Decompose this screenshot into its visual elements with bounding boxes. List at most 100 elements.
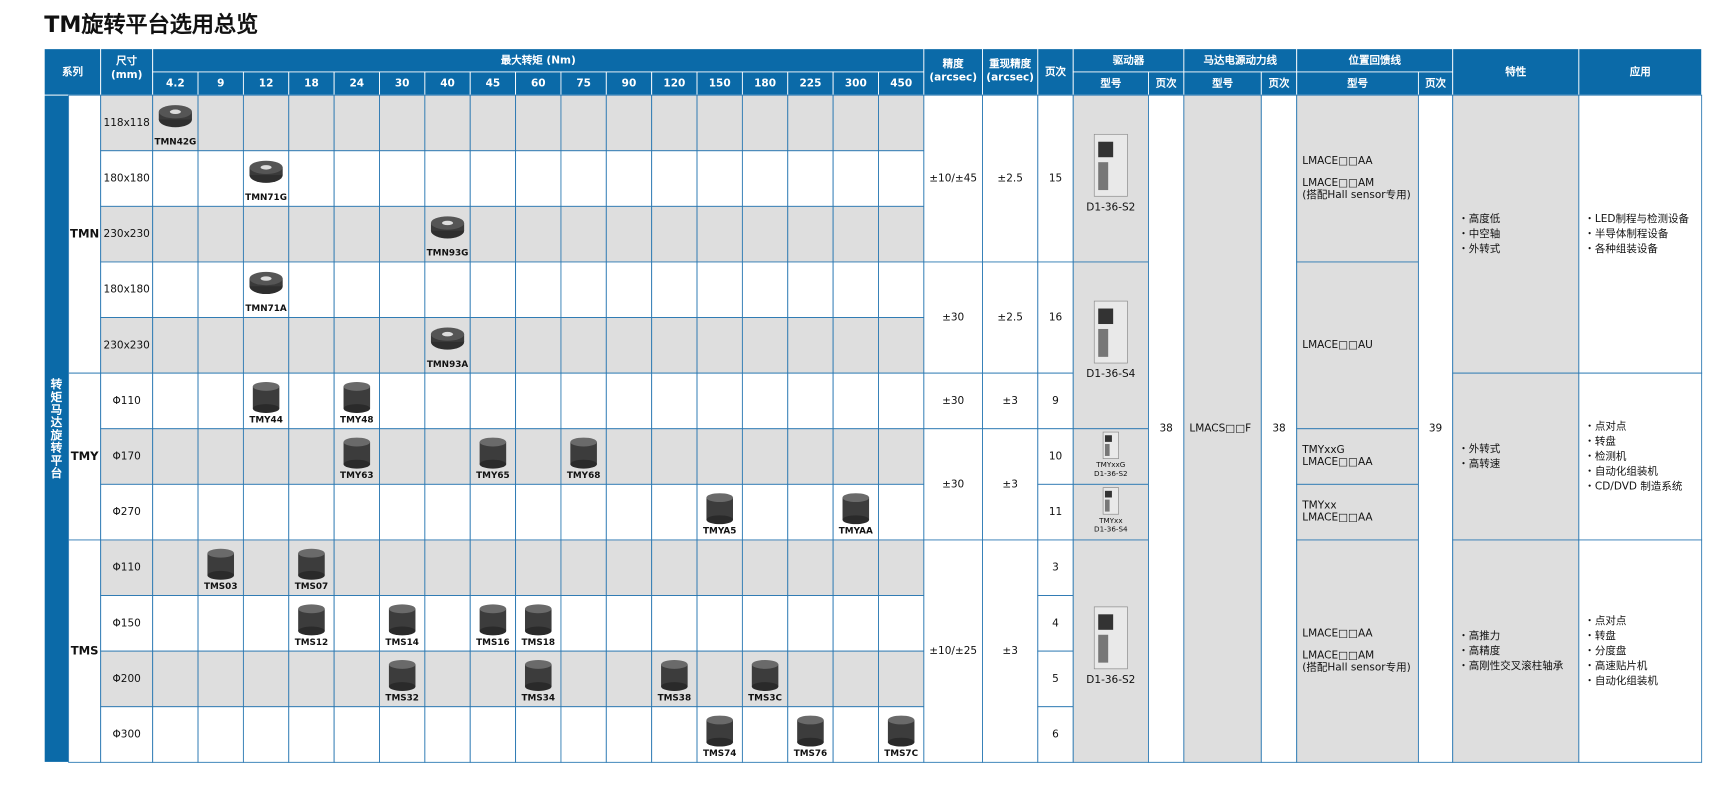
features: ・高精度 xyxy=(1458,644,1500,657)
torque-cell xyxy=(605,650,653,708)
feedback-model: TMYxx xyxy=(1301,500,1336,512)
torque-cell xyxy=(333,205,380,263)
product-icon xyxy=(298,548,325,558)
header-text: 180 xyxy=(754,78,776,90)
size-label: Φ270 xyxy=(113,506,141,518)
torque-cell xyxy=(515,539,562,596)
product-icon xyxy=(388,604,416,614)
torque-cell xyxy=(197,428,244,485)
size-label: 230x230 xyxy=(104,228,150,240)
header-text: 精度 xyxy=(943,57,964,70)
header-text: 40 xyxy=(440,78,455,90)
applications: ・转盘 xyxy=(1584,435,1616,448)
torque-cell xyxy=(605,94,653,152)
product-icon xyxy=(388,659,416,669)
product-label: TMS16 xyxy=(476,638,510,648)
product-icon xyxy=(260,165,272,170)
accuracy-cell xyxy=(923,539,983,763)
product-icon xyxy=(706,497,733,520)
page-title: TM旋转平台选用总览 xyxy=(44,12,258,38)
torque-cell xyxy=(878,205,925,263)
driver-page: 38 xyxy=(1159,423,1172,435)
torque-cell xyxy=(605,539,653,596)
applications: ・各种组装设备 xyxy=(1584,242,1658,255)
features: ・外转式 xyxy=(1458,242,1500,255)
torque-cell xyxy=(878,261,925,318)
product-icon xyxy=(343,386,371,409)
repeatability: ±3 xyxy=(1002,478,1017,490)
product-icon xyxy=(298,626,325,636)
product-icon xyxy=(570,459,597,469)
torque-cell xyxy=(242,94,290,152)
torque-cell xyxy=(560,205,607,263)
applications: ・点对点 xyxy=(1584,420,1626,433)
header-text: 120 xyxy=(663,78,685,90)
page: 11 xyxy=(1049,506,1062,518)
torque-cell xyxy=(515,205,562,263)
header-text: (arcsec) xyxy=(986,71,1034,83)
torque-cell xyxy=(787,428,834,485)
page: 10 xyxy=(1049,451,1062,463)
header-text: 页次 xyxy=(1425,77,1447,90)
product-label: TMS7C xyxy=(884,749,918,759)
torque-cell xyxy=(696,261,743,318)
torque-cell xyxy=(152,317,199,374)
product-icon xyxy=(751,659,779,669)
header-text: 尺寸 xyxy=(116,54,137,67)
torque-cell xyxy=(242,650,290,708)
product-label: TMS34 xyxy=(522,693,556,703)
torque-cell xyxy=(560,595,607,652)
torque-cell xyxy=(741,150,789,207)
torque-cell xyxy=(288,483,335,541)
torque-cell xyxy=(605,317,653,374)
torque-cell xyxy=(651,428,698,485)
size-label: Φ200 xyxy=(113,673,141,685)
driver-model: D1-36-S4 xyxy=(1086,368,1135,380)
torque-cell xyxy=(878,317,925,374)
product-icon xyxy=(207,553,235,576)
torque-cell xyxy=(741,317,789,374)
product-label: TMS18 xyxy=(522,638,556,648)
product-icon xyxy=(169,109,181,114)
size-cell xyxy=(100,205,154,263)
torque-cell xyxy=(242,483,290,541)
feedback-model: (搭配Hall sensor专用) xyxy=(1302,188,1411,201)
feedback-model-cell xyxy=(1296,428,1419,485)
header-text: 18 xyxy=(304,78,319,90)
torque-cell xyxy=(651,205,698,263)
product-icon xyxy=(388,682,416,691)
size-label: Φ150 xyxy=(113,617,141,629)
torque-cell xyxy=(288,428,335,485)
product-icon xyxy=(797,715,824,725)
accuracy: ±10/±25 xyxy=(929,645,977,657)
torque-cell xyxy=(152,205,199,263)
torque-cell xyxy=(560,150,607,207)
torque-cell xyxy=(605,595,653,652)
torque-cell xyxy=(379,150,426,207)
applications: ・分度盘 xyxy=(1584,644,1626,657)
page: 4 xyxy=(1052,617,1059,629)
size-cell xyxy=(100,595,154,652)
applications: ・CD/DVD 制造系统 xyxy=(1584,479,1682,492)
header-text: 型号 xyxy=(1347,77,1368,90)
driver-icon xyxy=(1098,308,1114,325)
size-cell xyxy=(100,428,154,485)
torque-cell xyxy=(787,539,834,596)
torque-cell xyxy=(651,706,698,763)
torque-cell xyxy=(152,261,199,318)
torque-cell xyxy=(741,205,789,263)
driver-model: D1-36-S2 xyxy=(1086,201,1135,213)
product-icon xyxy=(524,664,552,687)
feedback-model: LMACE□□AU xyxy=(1302,339,1373,351)
torque-cell xyxy=(379,483,426,541)
torque-cell xyxy=(242,595,290,652)
torque-cell xyxy=(333,650,380,708)
torque-cell xyxy=(605,372,653,430)
header-text: 重现精度 xyxy=(989,57,1031,70)
features: ・高度低 xyxy=(1458,212,1500,225)
product-icon xyxy=(252,381,280,391)
torque-cell xyxy=(605,428,653,485)
page: 6 xyxy=(1052,729,1059,741)
product-icon xyxy=(797,737,824,747)
torque-cell xyxy=(288,317,335,374)
